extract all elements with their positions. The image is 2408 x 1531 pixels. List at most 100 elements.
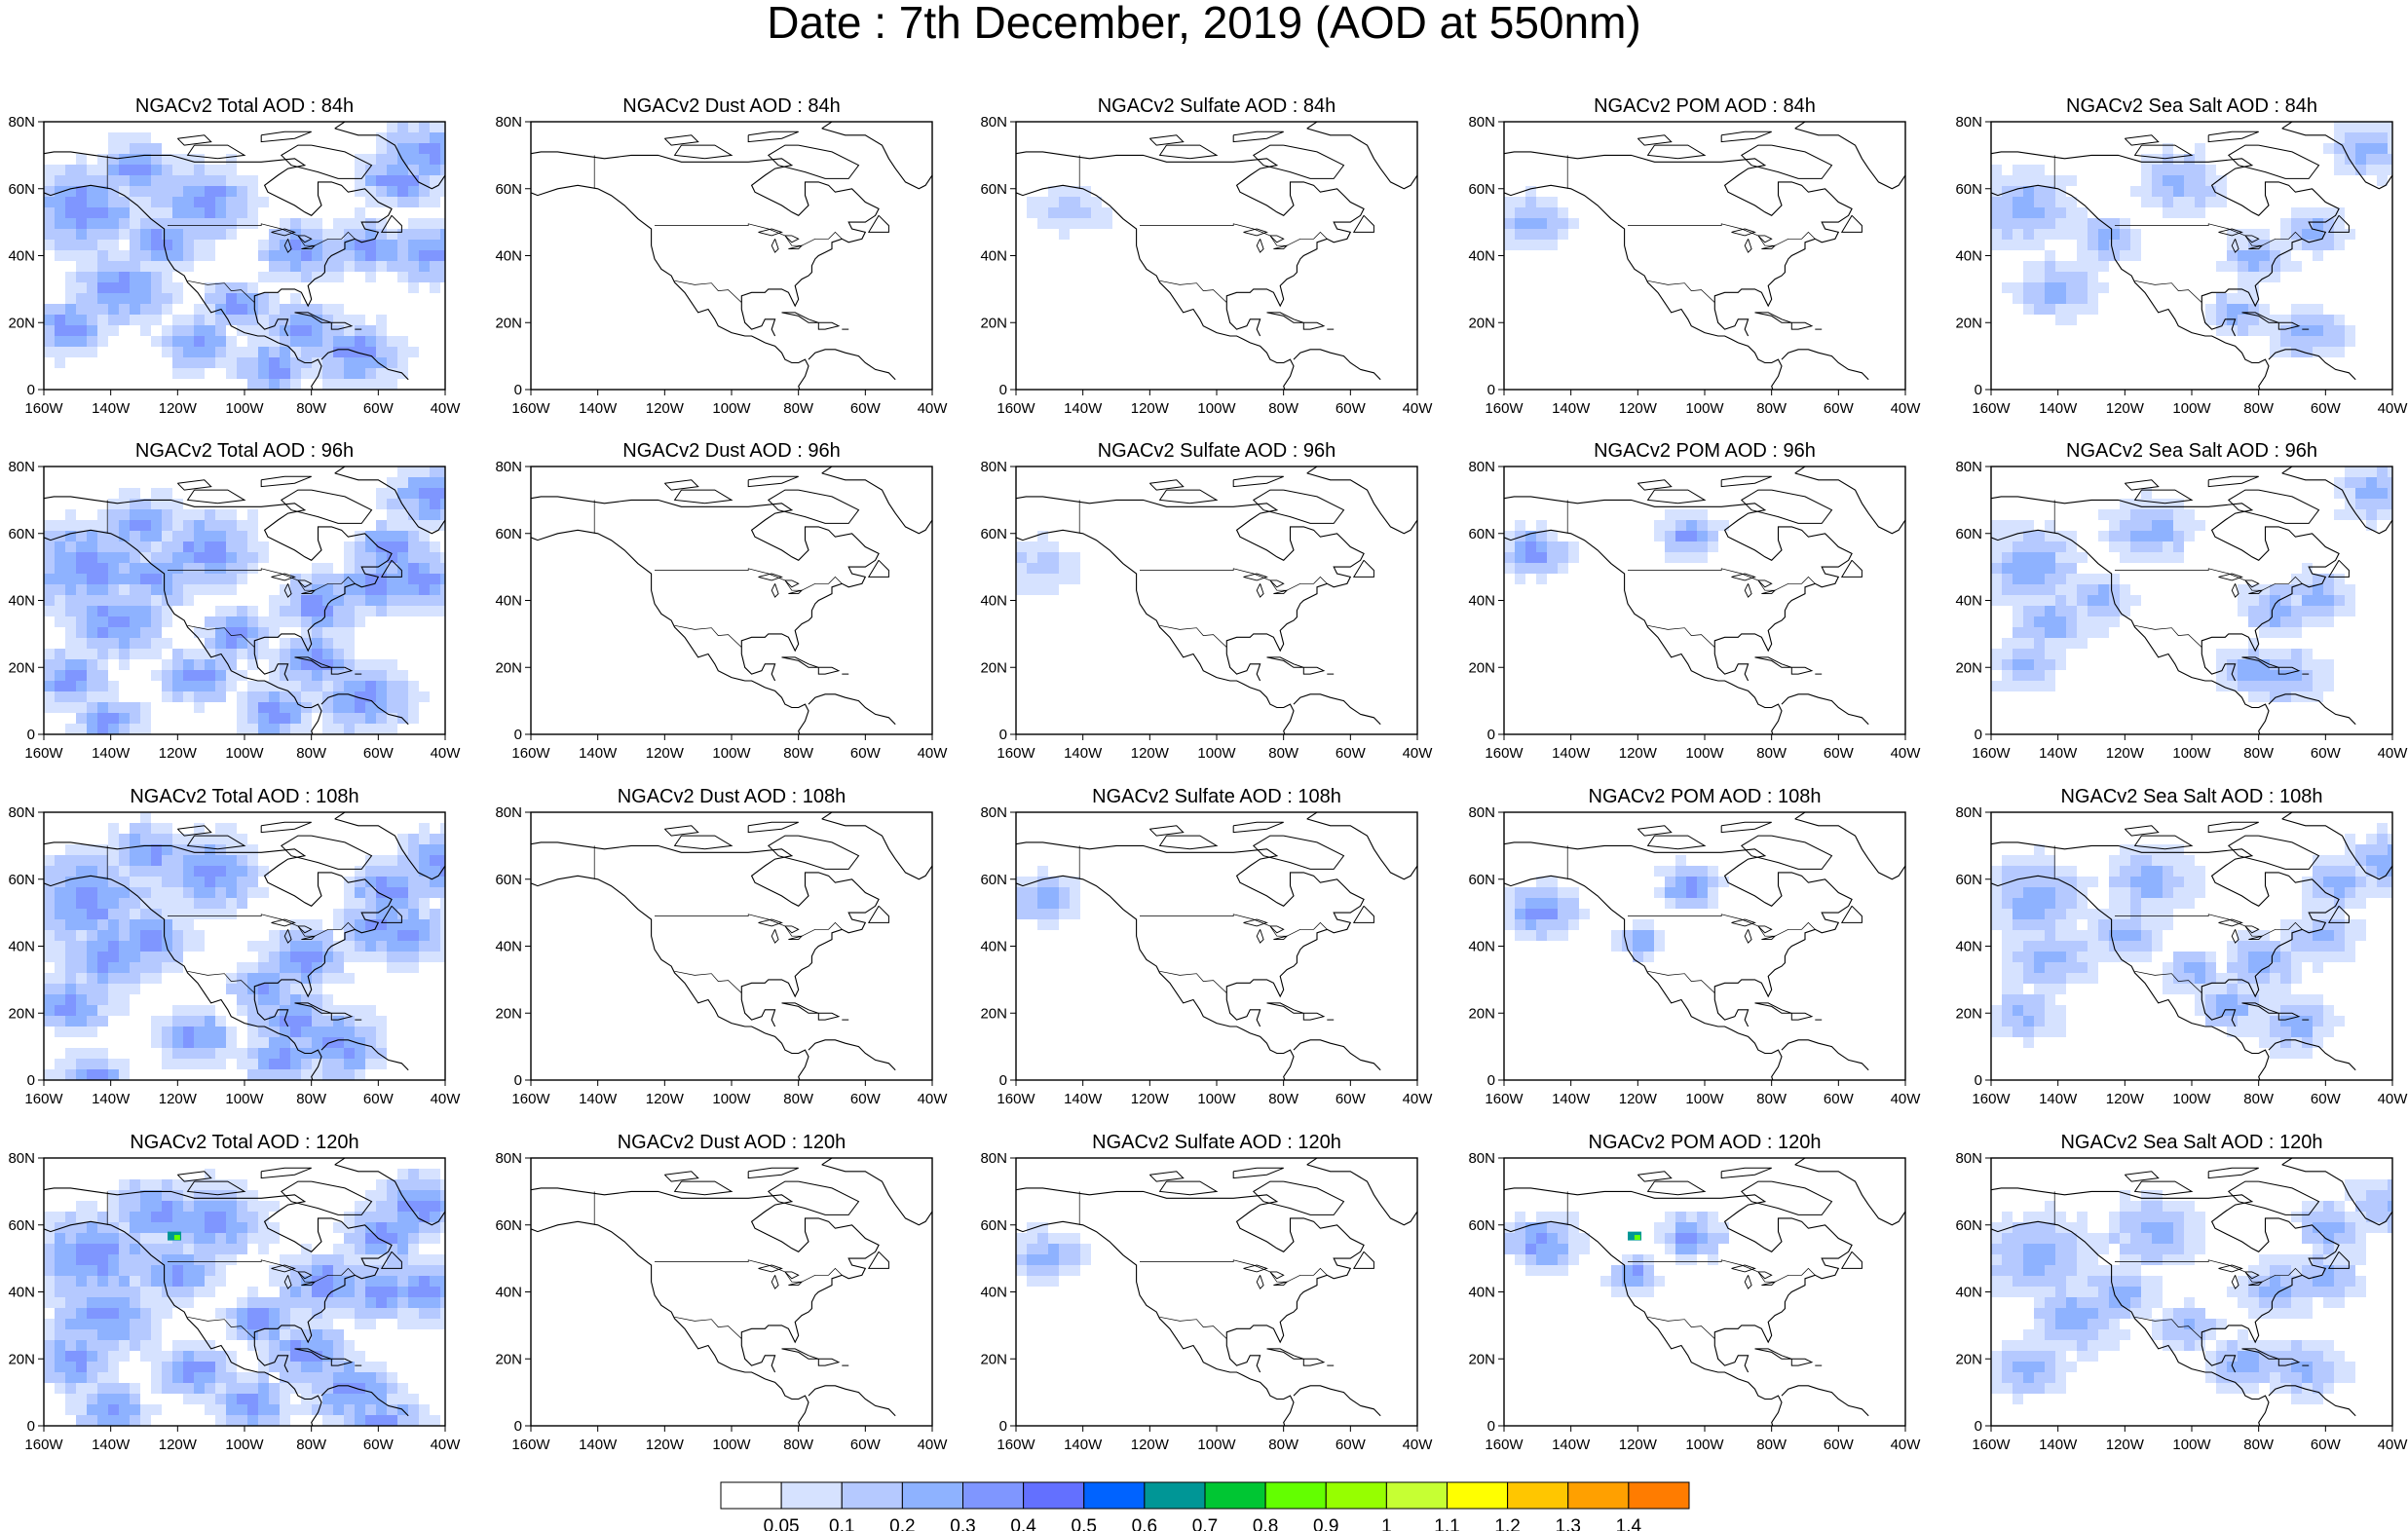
aod-cell (258, 1394, 269, 1404)
aod-cell (2334, 898, 2345, 909)
aod-cell (2238, 941, 2248, 952)
aod-cell (387, 1201, 397, 1212)
aod-cell (2248, 584, 2259, 595)
aod-cell (44, 1297, 55, 1308)
aod-cell (130, 823, 140, 834)
aod-cell (97, 649, 108, 659)
aod-cell (2377, 488, 2388, 499)
aod-cell (2205, 175, 2216, 186)
aod-cell (301, 1059, 312, 1069)
aod-cell (2023, 930, 2034, 941)
aod-cell (87, 563, 97, 574)
aod-cell (397, 574, 408, 584)
aod-cell (1027, 1233, 1037, 1244)
aod-cell (440, 477, 445, 488)
aod-cell (2195, 1222, 2205, 1233)
aod-cell (2280, 1037, 2291, 1048)
aod-cell (322, 713, 333, 724)
aod-cell (2120, 887, 2130, 898)
aod-cell (247, 186, 258, 197)
x-tick-label: 80W (1756, 1437, 1787, 1453)
aod-cell (1547, 909, 1558, 919)
aod-cell (269, 1351, 280, 1362)
aod-cell (1547, 1222, 1558, 1233)
aod-cell (2045, 218, 2055, 229)
aod-cell (1708, 531, 1718, 541)
aod-cell (1070, 574, 1080, 584)
aod-cell (215, 552, 226, 563)
aod-cell (2216, 1005, 2227, 1016)
aod-cell (1686, 1254, 1697, 1265)
aod-cell (226, 282, 237, 293)
aod-cell (1027, 1254, 1037, 1265)
lake-outline (2231, 583, 2239, 598)
aod-cell (2152, 552, 2163, 563)
aod-cell (119, 509, 130, 520)
aod-cell (87, 952, 97, 962)
aod-cell (1622, 1254, 1633, 1265)
aod-cell (130, 952, 140, 962)
aod-cell (215, 844, 226, 855)
aod-cell (44, 941, 55, 952)
aod-cell (2023, 229, 2034, 240)
aod-cell (2291, 240, 2302, 250)
aod-cell (312, 1329, 322, 1340)
aod-cell (119, 1069, 130, 1080)
coastline (1306, 1158, 1417, 1226)
aod-cell (2388, 1222, 2392, 1233)
country-border (674, 624, 742, 648)
aod-cell (247, 1404, 258, 1415)
aod-cell (2130, 866, 2141, 877)
x-tick-label: 100W (2172, 1091, 2211, 1107)
aod-cell (87, 1048, 97, 1059)
aod-cell (215, 509, 226, 520)
aod-cell (87, 1016, 97, 1027)
aod-cell (2270, 941, 2280, 952)
aod-cell (376, 877, 387, 887)
aod-cell (162, 1222, 172, 1233)
aod-cell (1048, 186, 1059, 197)
aod-cell (2077, 1233, 2088, 1244)
island-outline (817, 1358, 841, 1366)
aod-cell (2248, 261, 2259, 272)
aod-cell (1016, 584, 1027, 595)
aod-cell (97, 1287, 108, 1297)
aod-cell (344, 616, 355, 627)
aod-cell (108, 531, 119, 541)
aod-cell (408, 261, 419, 272)
aod-cell (1708, 866, 1718, 877)
aod-cell (1675, 1222, 1686, 1233)
aod-cell (2013, 207, 2023, 218)
aod-cell (333, 272, 344, 282)
x-tick-label: 40W (918, 1437, 949, 1453)
aod-cell (2055, 1016, 2066, 1027)
aod-cell (76, 240, 87, 250)
aod-cell (355, 165, 365, 175)
aod-cell (2109, 509, 2120, 520)
aod-cell (2088, 930, 2098, 941)
aod-cell (119, 1329, 130, 1340)
aod-cell (1504, 898, 1515, 909)
aod-cell (215, 175, 226, 186)
aod-cell (2323, 659, 2334, 670)
aod-cell (1665, 866, 1675, 877)
aod-cell (397, 887, 408, 898)
aod-cell (2313, 1005, 2323, 1016)
aod-cell (1515, 574, 1525, 584)
aod-cell (2302, 930, 2313, 941)
aod-cell (312, 1308, 322, 1319)
coastline (44, 1220, 322, 1426)
aod-cell (2120, 1254, 2130, 1265)
aod-cell (130, 563, 140, 574)
aod-cell (247, 368, 258, 379)
island-outline (1252, 144, 1345, 179)
aod-cell (344, 1048, 355, 1059)
aod-cell (2184, 1212, 2195, 1222)
map-background (531, 1158, 932, 1426)
aod-cell (194, 1340, 205, 1351)
aod-cell (269, 1265, 280, 1276)
aod-cell (387, 1244, 397, 1254)
aod-cell (397, 855, 408, 866)
aod-cell (376, 898, 387, 909)
